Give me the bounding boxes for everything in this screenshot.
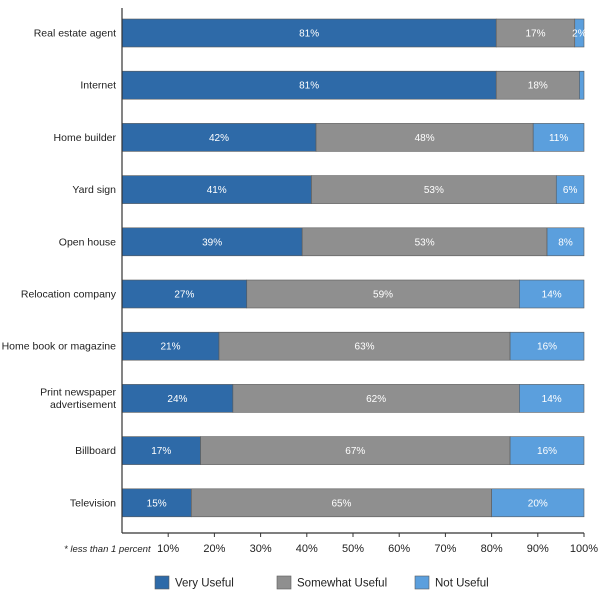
category-label: Home builder <box>54 132 117 144</box>
bar-segment-somewhat-useful <box>200 436 511 465</box>
data-label: 6% <box>563 185 578 196</box>
data-label: 17% <box>151 446 171 457</box>
category-label: Television <box>70 497 116 509</box>
data-label: 62% <box>366 394 386 405</box>
legend-swatch <box>414 575 430 590</box>
bar-segment-not-useful <box>519 384 585 413</box>
data-label: 63% <box>355 342 375 353</box>
bar-segment-very-useful <box>121 227 303 257</box>
x-tick-label: 60% <box>388 543 410 555</box>
data-label: 81% <box>299 81 319 92</box>
data-label: 41% <box>207 185 227 196</box>
bar-segment-not-useful <box>491 488 585 518</box>
bar-segment-not-useful <box>509 331 585 361</box>
data-label: 65% <box>331 498 351 509</box>
bar-segment-very-useful <box>121 175 312 204</box>
bar-segment-somewhat-useful <box>311 175 557 204</box>
data-label: 48% <box>415 133 435 144</box>
data-label: 21% <box>161 342 181 353</box>
category-labels: Real estate agent Internet Home builder Yar… <box>2 28 117 510</box>
category-label: Real estate agent <box>34 28 116 40</box>
data-label: 11% <box>549 133 568 144</box>
footnote: * less than 1 percent <box>64 544 151 555</box>
legend-label: Very Useful <box>175 578 234 590</box>
bar-segment-somewhat-useful <box>191 488 492 518</box>
x-tick-label: 100% <box>570 543 598 555</box>
data-label: 53% <box>424 185 444 196</box>
bar-segment-somewhat-useful <box>218 331 511 361</box>
data-label: 8% <box>558 237 573 248</box>
data-label: 2% <box>572 29 587 40</box>
bar-segment-very-useful <box>121 18 497 48</box>
data-label: 24% <box>167 394 187 405</box>
data-label: 81% <box>299 29 319 40</box>
x-tick-label: 20% <box>203 543 225 555</box>
bar-segment-somewhat-useful <box>301 227 548 257</box>
data-label: 59% <box>373 290 393 301</box>
x-tick-label: 90% <box>527 543 549 555</box>
x-tick-label: 50% <box>342 543 364 555</box>
category-label: Internet <box>80 80 116 92</box>
data-label: 67% <box>345 446 365 457</box>
data-label: 53% <box>415 237 435 248</box>
data-label: 14% <box>542 394 562 405</box>
x-tick-label: 10% <box>157 543 179 555</box>
data-label: 27% <box>174 290 194 301</box>
category-label: Billboard <box>75 445 116 457</box>
data-label: 42% <box>209 133 229 144</box>
data-label: 39% <box>202 237 222 248</box>
bar-segment-very-useful <box>121 279 248 309</box>
x-tick-label: 80% <box>481 543 503 555</box>
x-tick-label: 70% <box>434 543 456 555</box>
data-label: 15% <box>147 498 167 509</box>
bars-group: 81% 17% 2% 81% 18% 42% 48% 11% 41% 53% 6% 39% 53% 8% 2… <box>121 18 587 518</box>
x-axis-ticks: 10% 20% 30% 40% 50% 60% 70% 80% 90% 100% <box>157 533 598 555</box>
data-label: 18% <box>528 81 548 92</box>
bar-segment-not-useful <box>509 436 585 465</box>
x-tick-label: 30% <box>250 543 272 555</box>
bar-segment-somewhat-useful <box>315 123 534 152</box>
bar-segment-not-useful <box>574 18 585 48</box>
bar-segment-not-useful <box>519 279 585 309</box>
bar-segment-not-useful <box>546 227 585 257</box>
legend-label: Somewhat Useful <box>297 578 387 590</box>
data-label: 20% <box>528 498 548 509</box>
x-tick-label: 40% <box>296 543 318 555</box>
legend-swatch <box>154 575 170 590</box>
category-label: Yard sign <box>72 184 116 196</box>
bar-segment-not-useful <box>532 123 585 152</box>
data-label: 17% <box>525 29 545 40</box>
legend-swatch <box>276 575 292 590</box>
legend: Very Useful Somewhat Useful Not Useful <box>154 575 489 590</box>
data-label: 16% <box>537 342 557 353</box>
bar-segment-not-useful <box>579 70 585 100</box>
bar-segment-not-useful <box>555 175 585 204</box>
data-label: 16% <box>537 446 557 457</box>
legend-label: Not Useful <box>435 578 489 590</box>
category-label: Open house <box>59 236 116 248</box>
bar-segment-somewhat-useful <box>495 18 576 48</box>
category-label: Home book or magazine <box>2 341 117 353</box>
bar-segment-somewhat-useful <box>246 279 520 309</box>
category-label: Relocation company <box>21 289 117 301</box>
data-label: 14% <box>542 290 562 301</box>
bar-segment-very-useful <box>121 123 317 152</box>
category-label: Print newspaper advertisement <box>40 386 116 411</box>
